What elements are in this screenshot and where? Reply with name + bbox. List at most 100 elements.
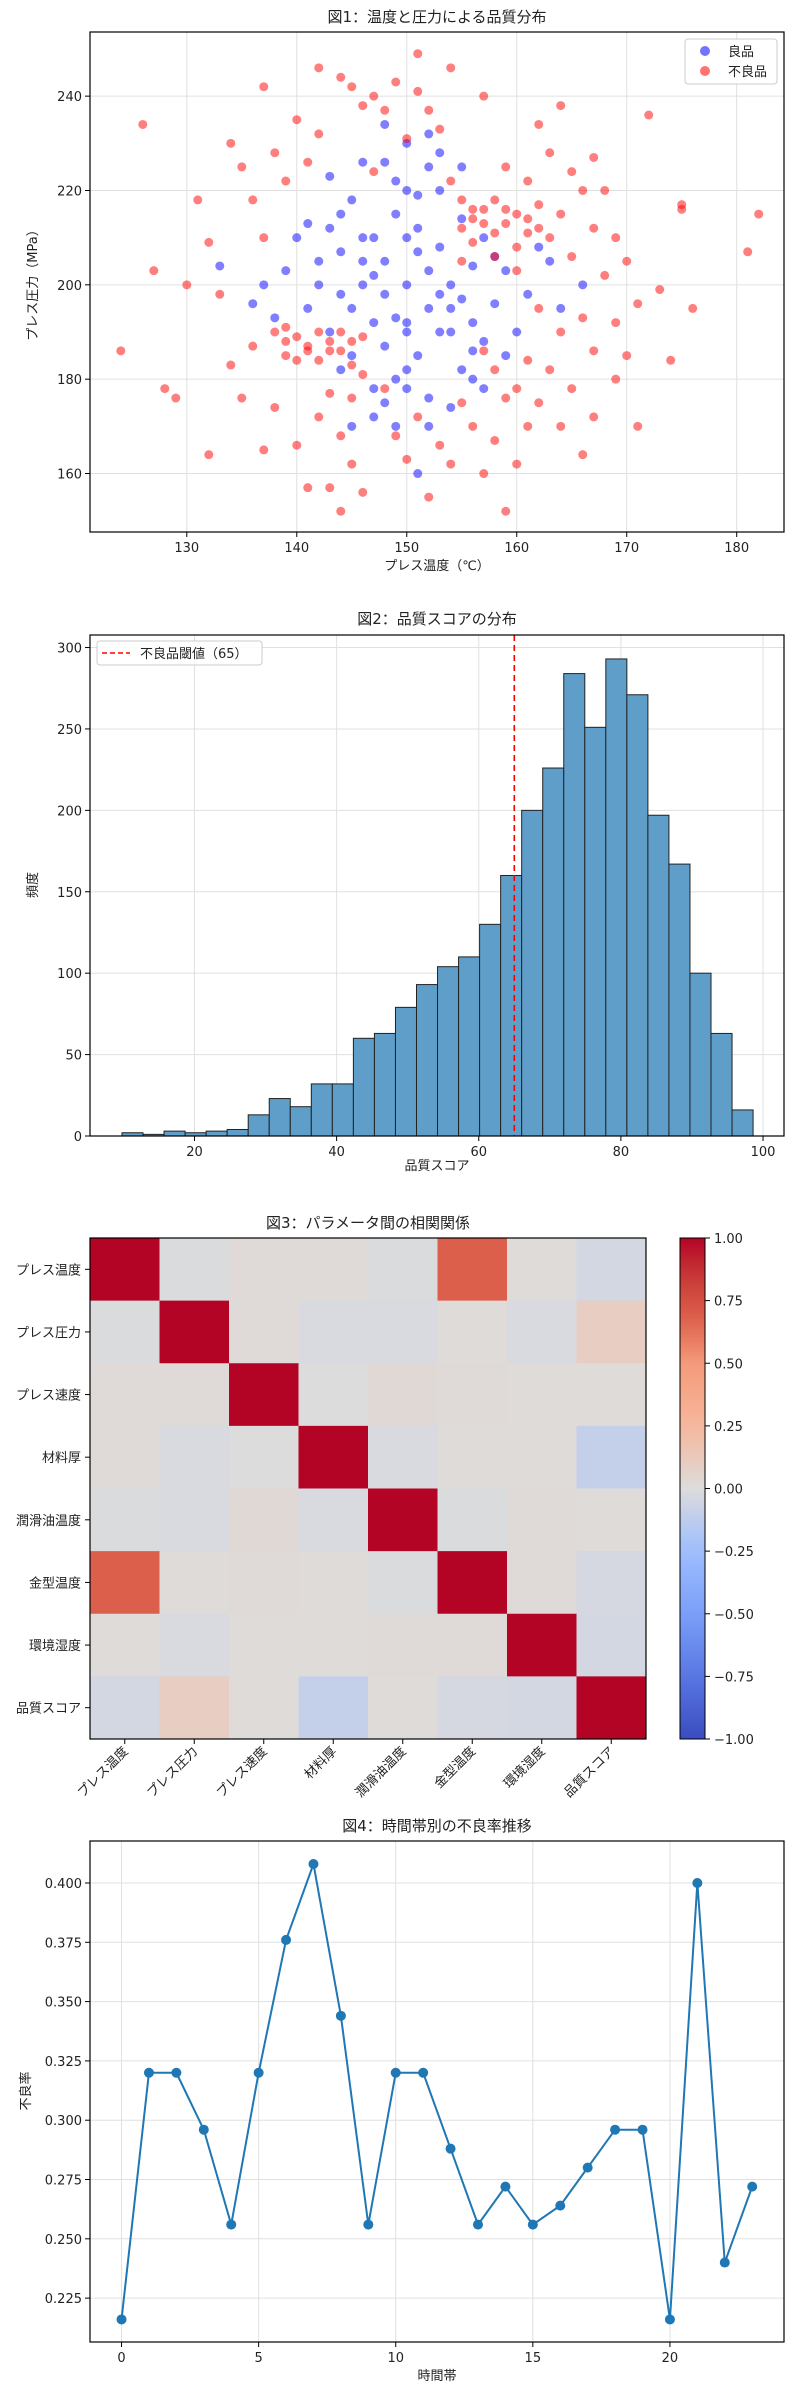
good-point bbox=[402, 327, 412, 337]
chart-title: 図1：温度と圧力による品質分布 bbox=[327, 8, 546, 26]
x-tick-label: プレス圧力 bbox=[144, 1744, 201, 1801]
data-point bbox=[308, 1859, 319, 1870]
defective-point bbox=[193, 195, 203, 205]
defective-point bbox=[413, 86, 423, 96]
defective-point bbox=[457, 195, 467, 205]
legend-label-defective: 不良品 bbox=[728, 64, 767, 80]
histogram-bar bbox=[226, 1128, 249, 1137]
heatmap-cell bbox=[90, 1425, 160, 1489]
defective-point bbox=[336, 346, 346, 356]
colorbar-tick-label: −0.25 bbox=[714, 1545, 754, 1560]
heatmap-cell bbox=[159, 1363, 230, 1427]
data-point bbox=[445, 2143, 456, 2154]
defective-point bbox=[391, 77, 401, 87]
good-point bbox=[413, 223, 423, 233]
y-tick-label: 250 bbox=[57, 723, 82, 738]
heatmap-cell bbox=[298, 1425, 369, 1489]
defective-point bbox=[743, 247, 753, 257]
chart-title: 図3：パラメータ間の相関関係 bbox=[266, 1214, 470, 1232]
defective-point bbox=[512, 242, 522, 252]
y-tick-label: 300 bbox=[57, 642, 82, 657]
y-tick-label: 150 bbox=[57, 886, 82, 901]
defective-point bbox=[149, 266, 159, 276]
legend: 良品 不良品 bbox=[684, 38, 778, 85]
plot-frame bbox=[89, 31, 785, 533]
defective-point bbox=[325, 483, 335, 493]
heatmap-cell bbox=[90, 1613, 160, 1677]
y-tick-label: 220 bbox=[57, 184, 82, 199]
data-point bbox=[390, 2067, 401, 2078]
defective-point bbox=[600, 185, 610, 195]
defective-point bbox=[347, 459, 357, 469]
x-tick-label: 20 bbox=[186, 1145, 203, 1160]
heatmap-cell bbox=[159, 1300, 230, 1364]
y-axis-label: 頻度 bbox=[25, 872, 41, 898]
histogram-bar bbox=[310, 1083, 333, 1137]
defective-point bbox=[578, 313, 588, 323]
good-point bbox=[545, 256, 555, 266]
heatmap-cell bbox=[229, 1613, 299, 1677]
colorbar-tick-label: −1.00 bbox=[714, 1733, 754, 1748]
defective-point bbox=[501, 506, 511, 516]
defective-point bbox=[523, 214, 533, 224]
y-tick-label: 0.225 bbox=[45, 2292, 82, 2307]
legend-label-good: 良品 bbox=[728, 44, 754, 60]
good-point bbox=[369, 412, 379, 422]
defective-point bbox=[479, 346, 489, 356]
heatmap-cell bbox=[159, 1551, 230, 1615]
defective-point bbox=[578, 185, 588, 195]
heatmap-cell bbox=[576, 1363, 647, 1427]
histogram-bar bbox=[205, 1130, 228, 1137]
defective-point bbox=[446, 459, 456, 469]
colorbar-tick-label: −0.75 bbox=[714, 1670, 754, 1685]
defective-point bbox=[424, 105, 434, 115]
defective-point bbox=[281, 336, 291, 346]
defective-point bbox=[435, 124, 445, 134]
heatmap-chart: 図3：パラメータ間の相関関係 プレス温度プレス温度プレス圧力プレス圧力プレス速度… bbox=[16, 1214, 754, 1801]
heatmap-cell bbox=[368, 1551, 438, 1615]
defective-point bbox=[248, 195, 258, 205]
y-axis-label: プレス圧力（MPa） bbox=[26, 223, 41, 340]
x-tick-label: 60 bbox=[470, 1145, 487, 1160]
heatmap-cell bbox=[507, 1613, 577, 1677]
good-point bbox=[424, 303, 434, 313]
data-point bbox=[116, 2314, 127, 2325]
defective-point bbox=[270, 148, 280, 158]
good-point bbox=[369, 384, 379, 394]
legend: 不良品閾値（65） bbox=[96, 640, 263, 666]
defective-point bbox=[391, 431, 401, 441]
good-point bbox=[325, 171, 335, 181]
defective-point bbox=[534, 200, 544, 210]
good-point bbox=[303, 303, 313, 313]
histogram-chart: 図2：品質スコアの分布 20 40 60 80 100 0 50 100 150 200 250 30… bbox=[25, 610, 785, 1174]
x-tick-label: プレス温度 bbox=[74, 1744, 131, 1801]
good-point bbox=[347, 303, 357, 313]
heatmap-cell bbox=[507, 1238, 577, 1302]
defective-point bbox=[237, 162, 247, 172]
x-tick-label: 5 bbox=[254, 2351, 262, 2366]
defective-point bbox=[677, 204, 687, 214]
legend-marker-good bbox=[700, 46, 710, 56]
defective-point bbox=[479, 204, 489, 214]
heatmap-cell bbox=[576, 1425, 647, 1489]
good-point bbox=[468, 318, 478, 328]
good-point bbox=[402, 318, 412, 328]
heatmap-cell bbox=[507, 1488, 577, 1552]
heatmap-cell bbox=[229, 1363, 299, 1427]
y-tick-label: 潤滑油温度 bbox=[16, 1513, 81, 1529]
heatmap-cell bbox=[437, 1676, 508, 1740]
y-tick-label: 品質スコア bbox=[16, 1702, 81, 1717]
heatmap-cell bbox=[368, 1363, 438, 1427]
y-tick-label: プレス温度 bbox=[16, 1262, 81, 1278]
heatmap-cell bbox=[229, 1488, 299, 1552]
x-tick-label: 金型温度 bbox=[431, 1744, 479, 1792]
x-tick-label: 15 bbox=[525, 2351, 542, 2366]
histogram-bar bbox=[500, 874, 523, 1137]
good-point bbox=[490, 299, 500, 309]
good-point bbox=[424, 162, 434, 172]
good-point bbox=[358, 157, 368, 167]
defective-point bbox=[270, 327, 280, 337]
good-point bbox=[369, 318, 379, 328]
good-point bbox=[446, 280, 456, 290]
defective-point bbox=[314, 129, 324, 139]
